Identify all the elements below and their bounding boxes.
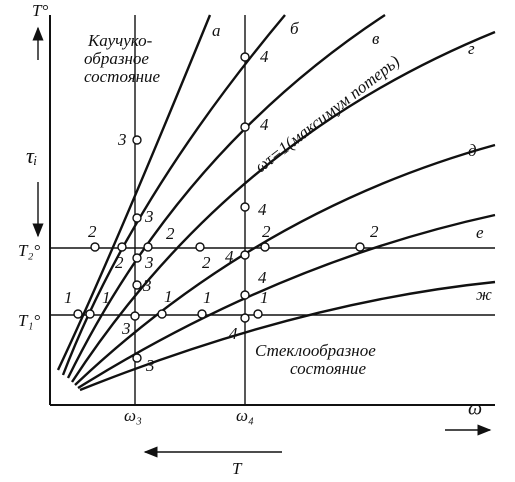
point xyxy=(240,52,250,62)
point xyxy=(132,280,142,290)
point xyxy=(90,242,100,252)
point-label: 4 xyxy=(225,247,234,266)
region-label: состояние xyxy=(84,67,161,86)
point-label: 3 xyxy=(144,253,154,272)
point xyxy=(240,313,250,323)
curve-label: д xyxy=(468,141,477,160)
point xyxy=(117,242,127,252)
point-label: 4 xyxy=(260,47,269,66)
point xyxy=(73,309,83,319)
region-label: образное xyxy=(84,49,149,68)
point-label: 4 xyxy=(229,324,238,343)
curve-label: а xyxy=(212,21,221,40)
point-label: 1 xyxy=(260,288,269,307)
axis-label: ω xyxy=(468,398,482,420)
axis-label: T xyxy=(232,459,243,478)
point xyxy=(260,242,270,252)
axis-label: T° xyxy=(32,1,48,20)
point-label: 1 xyxy=(64,288,73,307)
curve-label: ж xyxy=(476,285,492,304)
point-label: 2 xyxy=(166,224,175,243)
point-label: 2 xyxy=(370,222,379,241)
axis-label: T₁° xyxy=(18,311,40,330)
region-label: Каучуко- xyxy=(87,31,153,50)
annotation: ωτ=1(максимум потерь) xyxy=(251,51,403,176)
axis-label: ω₄ xyxy=(236,406,254,425)
point xyxy=(197,309,207,319)
point-label: 4 xyxy=(260,115,269,134)
point-label: 1 xyxy=(203,288,212,307)
point xyxy=(355,242,365,252)
point xyxy=(143,242,153,252)
point xyxy=(130,311,140,321)
point-label: 2 xyxy=(262,222,271,241)
point xyxy=(253,309,263,319)
point-label: 1 xyxy=(102,288,111,307)
curve-label: е xyxy=(476,223,484,242)
point xyxy=(132,135,142,145)
curve-label: в xyxy=(372,29,380,48)
point xyxy=(240,122,250,132)
point xyxy=(157,309,167,319)
region-label: состояние xyxy=(290,359,367,378)
point-label: 2 xyxy=(115,253,124,272)
curves xyxy=(56,13,496,392)
axis-label: τᵢ xyxy=(26,143,37,168)
point-label: 2 xyxy=(202,253,211,272)
point xyxy=(132,353,142,363)
region-label: Стеклообразное xyxy=(255,341,376,360)
point-label: 4 xyxy=(258,268,267,287)
point-label: 3 xyxy=(121,319,131,338)
axis-label: T₂° xyxy=(18,241,40,260)
point-label: 3 xyxy=(117,130,127,149)
point xyxy=(240,290,250,300)
curve-label: г xyxy=(468,39,475,58)
axis-label: ω₃ xyxy=(124,406,142,425)
point xyxy=(132,253,142,263)
point xyxy=(132,213,142,223)
point-label: 2 xyxy=(88,222,97,241)
point xyxy=(240,202,250,212)
point xyxy=(240,250,250,260)
point xyxy=(85,309,95,319)
point-label: 4 xyxy=(258,200,267,219)
point-label: 1 xyxy=(164,287,173,306)
point xyxy=(195,242,205,252)
point-label: 3 xyxy=(144,207,154,226)
point-label: 3 xyxy=(145,356,155,375)
point-label: 3 xyxy=(142,276,152,295)
curve-label: б xyxy=(290,19,299,38)
